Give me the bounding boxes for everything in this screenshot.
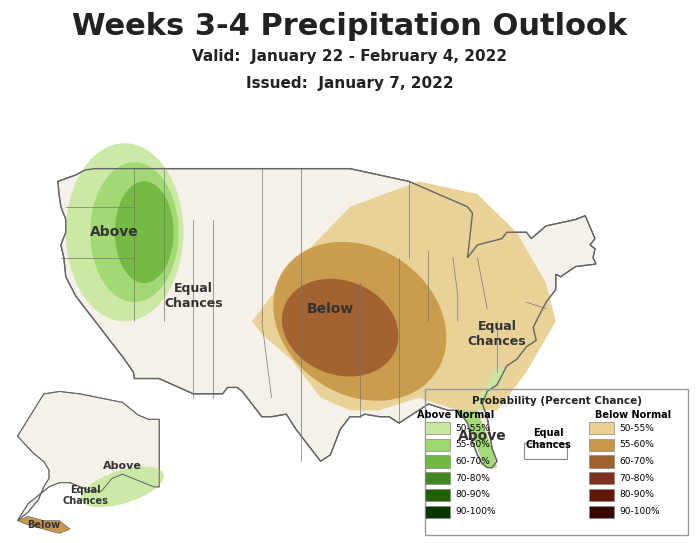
Text: 60-70%: 60-70% [620,457,654,466]
Text: Equal
Chances: Equal Chances [63,484,108,506]
Bar [589,422,614,434]
Bar [589,472,614,484]
Text: 90-100%: 90-100% [456,507,496,516]
Text: Issued:  January 7, 2022: Issued: January 7, 2022 [246,76,454,91]
Text: Above Normal: Above Normal [417,410,494,420]
Bar [589,439,614,451]
Text: Probability (Percent Chance): Probability (Percent Chance) [472,396,641,406]
Text: Above: Above [103,461,142,471]
Polygon shape [458,411,497,468]
Bar [589,506,614,518]
Text: Below Normal: Below Normal [595,410,671,420]
Text: Equal
Chances: Equal Chances [526,428,571,450]
Ellipse shape [115,181,174,283]
Bar [426,506,450,518]
Ellipse shape [81,466,164,507]
Polygon shape [58,169,596,468]
Text: 50-55%: 50-55% [620,424,654,433]
Text: 50-55%: 50-55% [456,424,491,433]
Text: Equal
Chances: Equal Chances [164,282,223,310]
Text: 80-90%: 80-90% [456,490,491,500]
Text: 70-80%: 70-80% [620,474,654,483]
Polygon shape [252,181,556,411]
Bar [426,422,450,434]
Text: 55-60%: 55-60% [620,440,654,449]
Text: 70-80%: 70-80% [456,474,491,483]
Text: 80-90%: 80-90% [620,490,654,500]
Polygon shape [477,366,507,411]
Bar [426,489,450,501]
Text: Below: Below [307,301,354,315]
Bar [426,456,450,468]
Ellipse shape [282,279,398,376]
Text: 55-60%: 55-60% [456,440,491,449]
Text: Equal
Chances: Equal Chances [468,320,526,348]
Bar [426,472,450,484]
Ellipse shape [90,162,178,302]
Bar [426,439,450,451]
Ellipse shape [66,143,183,321]
Text: Valid:  January 22 - February 4, 2022: Valid: January 22 - February 4, 2022 [193,49,508,64]
Text: Above: Above [458,429,507,443]
Polygon shape [18,516,70,533]
Text: Below: Below [27,520,60,530]
Bar [524,443,568,458]
Text: Above: Above [90,225,139,239]
Text: Weeks 3-4 Precipitation Outlook: Weeks 3-4 Precipitation Outlook [72,12,628,41]
Text: 90-100%: 90-100% [620,507,660,516]
Text: 60-70%: 60-70% [456,457,491,466]
Ellipse shape [273,242,447,401]
Polygon shape [18,392,160,521]
Bar [589,489,614,501]
Bar [589,456,614,468]
